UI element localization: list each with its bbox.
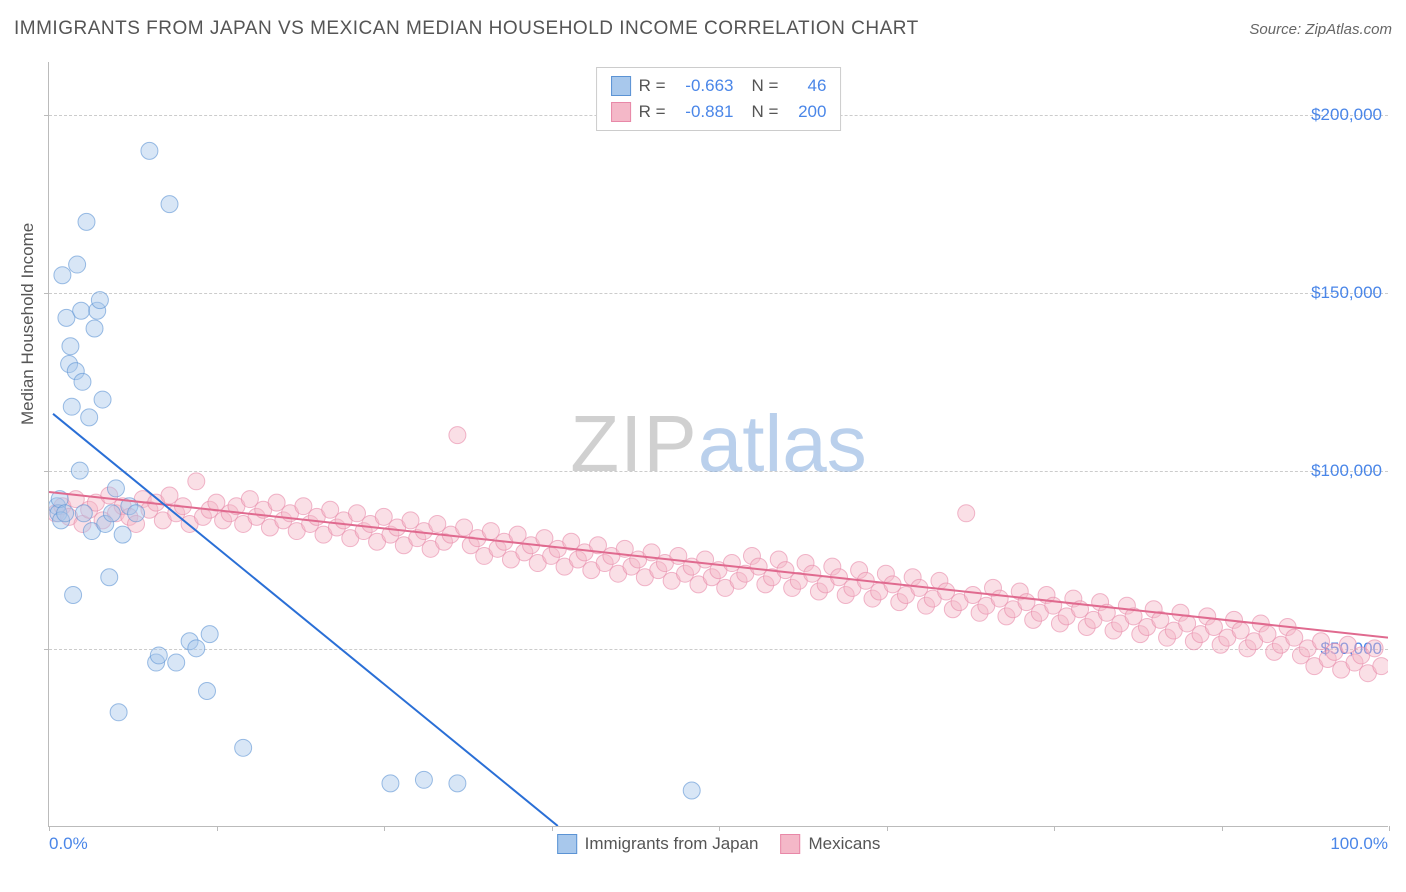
scatter-point-japan bbox=[128, 505, 145, 522]
scatter-point-japan bbox=[141, 142, 158, 159]
scatter-point-japan bbox=[199, 682, 216, 699]
scatter-point-japan bbox=[74, 373, 91, 390]
scatter-point-japan bbox=[91, 292, 108, 309]
legend-swatch-mexican-icon bbox=[781, 834, 801, 854]
scatter-point-japan bbox=[449, 775, 466, 792]
scatter-point-japan bbox=[235, 739, 252, 756]
scatter-point-japan bbox=[73, 302, 90, 319]
legend-r-value-japan: -0.663 bbox=[674, 76, 734, 96]
legend-n-value-japan: 46 bbox=[786, 76, 826, 96]
x-tick-mark bbox=[384, 826, 385, 831]
scatter-point-japan bbox=[94, 391, 111, 408]
scatter-point-japan bbox=[69, 256, 86, 273]
chart-svg bbox=[49, 62, 1388, 826]
scatter-point-japan bbox=[188, 640, 205, 657]
x-tick-mark bbox=[887, 826, 888, 831]
scatter-point-japan bbox=[168, 654, 185, 671]
x-tick-mark bbox=[217, 826, 218, 831]
scatter-point-japan bbox=[86, 320, 103, 337]
scatter-point-japan bbox=[382, 775, 399, 792]
scatter-point-mexican bbox=[1366, 640, 1383, 657]
legend-item-japan: Immigrants from Japan bbox=[557, 834, 759, 854]
plot-area: ZIPatlas $50,000$100,000$150,000$200,000… bbox=[48, 62, 1388, 827]
legend-stats: R = -0.663 N = 46 R = -0.881 N = 200 bbox=[596, 67, 842, 131]
legend-swatch-japan bbox=[611, 76, 631, 96]
scatter-point-japan bbox=[201, 626, 218, 643]
scatter-point-japan bbox=[71, 462, 88, 479]
legend-r-label: R = bbox=[639, 102, 666, 122]
source-attribution: Source: ZipAtlas.com bbox=[1249, 21, 1392, 38]
regression-line-mexican bbox=[49, 492, 1388, 638]
scatter-point-japan bbox=[103, 505, 120, 522]
legend-n-value-mexican: 200 bbox=[786, 102, 826, 122]
scatter-point-japan bbox=[683, 782, 700, 799]
x-tick-mark bbox=[1054, 826, 1055, 831]
scatter-point-japan bbox=[150, 647, 167, 664]
x-tick-mark bbox=[552, 826, 553, 831]
legend-stats-row-japan: R = -0.663 N = 46 bbox=[611, 76, 827, 96]
x-axis-min-label: 0.0% bbox=[49, 834, 88, 854]
legend-item-mexican: Mexicans bbox=[781, 834, 881, 854]
scatter-point-japan bbox=[415, 771, 432, 788]
legend-stats-row-mexican: R = -0.881 N = 200 bbox=[611, 102, 827, 122]
scatter-point-japan bbox=[78, 213, 95, 230]
scatter-point-japan bbox=[161, 196, 178, 213]
scatter-point-japan bbox=[110, 704, 127, 721]
scatter-point-japan bbox=[101, 569, 118, 586]
legend-swatch-mexican bbox=[611, 102, 631, 122]
x-tick-mark bbox=[1389, 826, 1390, 831]
chart-title: IMMIGRANTS FROM JAPAN VS MEXICAN MEDIAN … bbox=[14, 18, 919, 40]
x-tick-mark bbox=[1222, 826, 1223, 831]
scatter-point-japan bbox=[81, 409, 98, 426]
legend-label-mexican: Mexicans bbox=[809, 834, 881, 854]
y-axis-label: Median Household Income bbox=[18, 223, 38, 425]
x-tick-mark bbox=[49, 826, 50, 831]
legend-swatch-japan-icon bbox=[557, 834, 577, 854]
scatter-point-mexican bbox=[1373, 658, 1388, 675]
x-tick-mark bbox=[719, 826, 720, 831]
legend-r-label: R = bbox=[639, 76, 666, 96]
scatter-point-japan bbox=[54, 267, 71, 284]
x-axis-max-label: 100.0% bbox=[1330, 834, 1388, 854]
legend-label-japan: Immigrants from Japan bbox=[585, 834, 759, 854]
scatter-point-mexican bbox=[188, 473, 205, 490]
legend-series: Immigrants from Japan Mexicans bbox=[557, 834, 881, 854]
legend-n-label: N = bbox=[752, 76, 779, 96]
source-prefix: Source: bbox=[1249, 21, 1305, 38]
scatter-point-japan bbox=[107, 480, 124, 497]
scatter-point-japan bbox=[75, 505, 92, 522]
scatter-point-mexican bbox=[958, 505, 975, 522]
scatter-point-japan bbox=[114, 526, 131, 543]
scatter-point-mexican bbox=[449, 427, 466, 444]
scatter-point-japan bbox=[62, 338, 79, 355]
source-name: ZipAtlas.com bbox=[1305, 21, 1392, 38]
legend-n-label: N = bbox=[752, 102, 779, 122]
scatter-point-japan bbox=[65, 587, 82, 604]
scatter-point-japan bbox=[57, 505, 74, 522]
scatter-point-japan bbox=[63, 398, 80, 415]
legend-r-value-mexican: -0.881 bbox=[674, 102, 734, 122]
header: IMMIGRANTS FROM JAPAN VS MEXICAN MEDIAN … bbox=[14, 18, 1392, 40]
regression-line-japan bbox=[53, 414, 558, 826]
